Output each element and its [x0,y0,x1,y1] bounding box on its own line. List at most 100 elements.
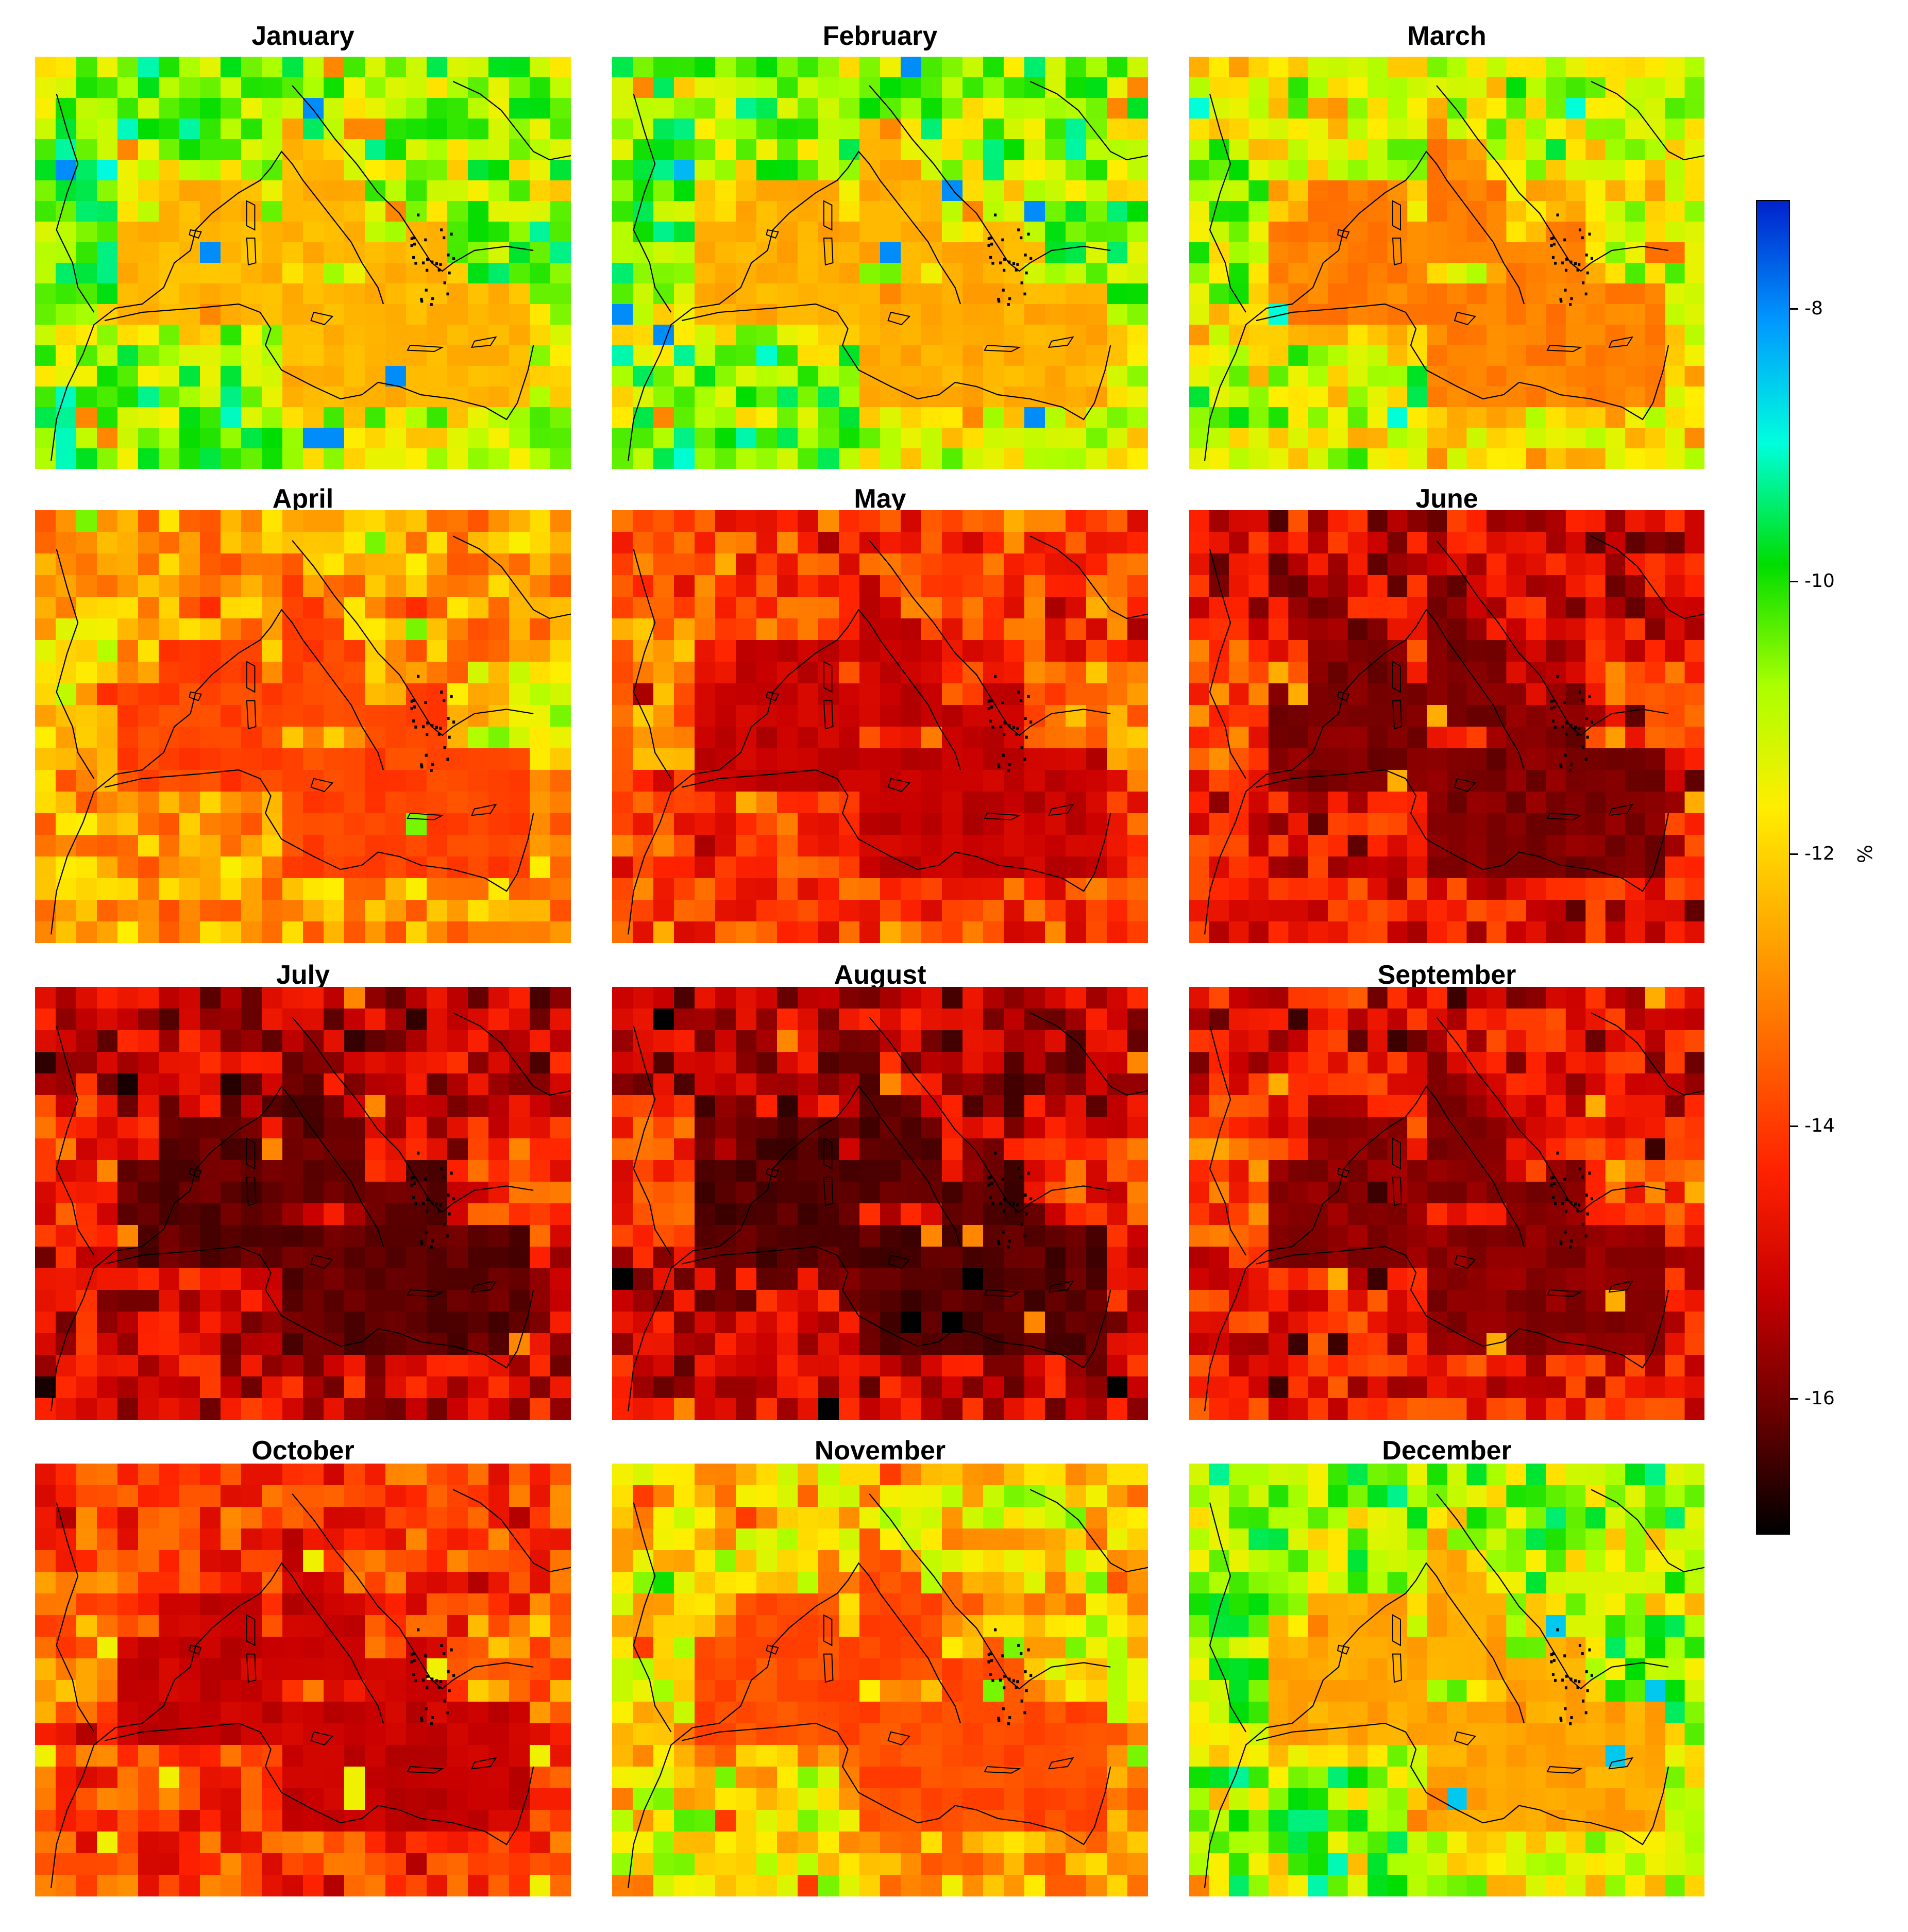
grid-cell [1684,263,1704,284]
grid-cell [1565,640,1586,662]
grid-cell [199,1030,221,1052]
grid-cell [859,683,881,705]
grid-cell [344,57,365,78]
grid-cell [1605,366,1626,387]
grid-cell [1427,1160,1447,1182]
grid-cell [1127,448,1148,469]
grid-cell [756,1009,778,1031]
grid-cell [653,98,674,119]
grid-cell [818,428,839,449]
grid-cell [467,428,489,449]
island-dot [994,1151,997,1155]
grid-cell [1065,1138,1087,1161]
grid-cell [427,57,448,78]
grid-cell [1189,1073,1210,1096]
grid-cell [1189,662,1210,684]
grid-cell [797,1247,819,1269]
grid-cell [715,618,736,641]
grid-cell [199,1138,221,1161]
grid-cell [427,1138,448,1161]
grid-cell [1308,921,1328,943]
grid-cell [385,510,407,532]
grid-cell [715,325,736,346]
grid-cell [1427,900,1447,922]
grid-cell [179,553,200,576]
grid-cell [1086,532,1107,554]
grid-cell [1086,727,1107,749]
grid-cell [1447,201,1467,222]
grid-cell [241,98,262,119]
grid-cell [941,1009,963,1031]
grid-cell [262,366,283,387]
grid-cell [1645,510,1665,532]
grid-cell [1065,1225,1087,1247]
grid-cell [1347,1182,1368,1204]
grid-cell [1546,387,1566,408]
grid-cell [797,366,819,387]
grid-cell [303,1182,324,1204]
grid-cell [303,428,324,449]
grid-cell [55,835,77,857]
grid-cell [776,597,798,619]
grid-cell [1288,304,1309,325]
grid-cell [530,683,551,705]
grid-cell [1308,1052,1328,1074]
grid-cell [632,813,654,835]
grid-cell [323,387,345,408]
grid-cell [262,878,283,900]
grid-cell [1684,921,1704,943]
grid-cell [1466,1376,1487,1399]
grid-cell [921,242,942,263]
grid-cell [1107,1203,1128,1225]
grid-cell [1127,428,1148,449]
coastline [634,94,671,312]
grid-cell [262,921,283,943]
grid-cell [1645,770,1665,792]
grid-cell [900,119,922,140]
grid-cell [241,618,262,641]
grid-cell [673,1117,695,1139]
grid-cell [1585,900,1606,922]
grid-cell [736,407,757,428]
grid-cell [282,345,303,366]
grid-cell [632,987,654,1009]
grid-cell [1189,597,1210,619]
grid-cell [1024,1376,1045,1399]
grid-cell [550,366,571,387]
island-dot [1556,675,1559,678]
grid-cell [1427,98,1447,119]
grid-cell [1407,366,1428,387]
grid-cell [1665,510,1685,532]
island-dot [1578,228,1581,231]
grid-cell [76,856,97,879]
grid-cell [159,283,180,305]
grid-cell [1189,1009,1210,1031]
grid-cell [488,835,510,857]
grid-cell [983,407,1004,428]
grid-cell [921,705,942,727]
grid-cell [1565,1030,1586,1052]
grid-cell [983,856,1004,879]
grid-cell [963,428,984,449]
grid-cell [612,304,633,325]
grid-cell [839,448,860,469]
grid-cell [530,575,551,597]
grid-cell [241,748,262,770]
grid-cell [1268,180,1289,201]
grid-cell [1625,640,1646,662]
grid-cell [550,57,571,78]
island-dot [1556,213,1559,216]
grid-cell [364,878,386,900]
grid-cell [488,683,510,705]
grid-cell [1546,304,1566,325]
grid-cell [839,1095,860,1117]
grid-cell [241,1203,262,1225]
grid-cell [1347,1009,1368,1031]
grid-cell [818,1052,839,1074]
grid-cell [509,662,530,684]
grid-cell [385,727,407,749]
grid-cell [715,263,736,284]
grid-cell [653,856,674,879]
grid-cell [262,1333,283,1355]
grid-cell [941,1376,963,1399]
